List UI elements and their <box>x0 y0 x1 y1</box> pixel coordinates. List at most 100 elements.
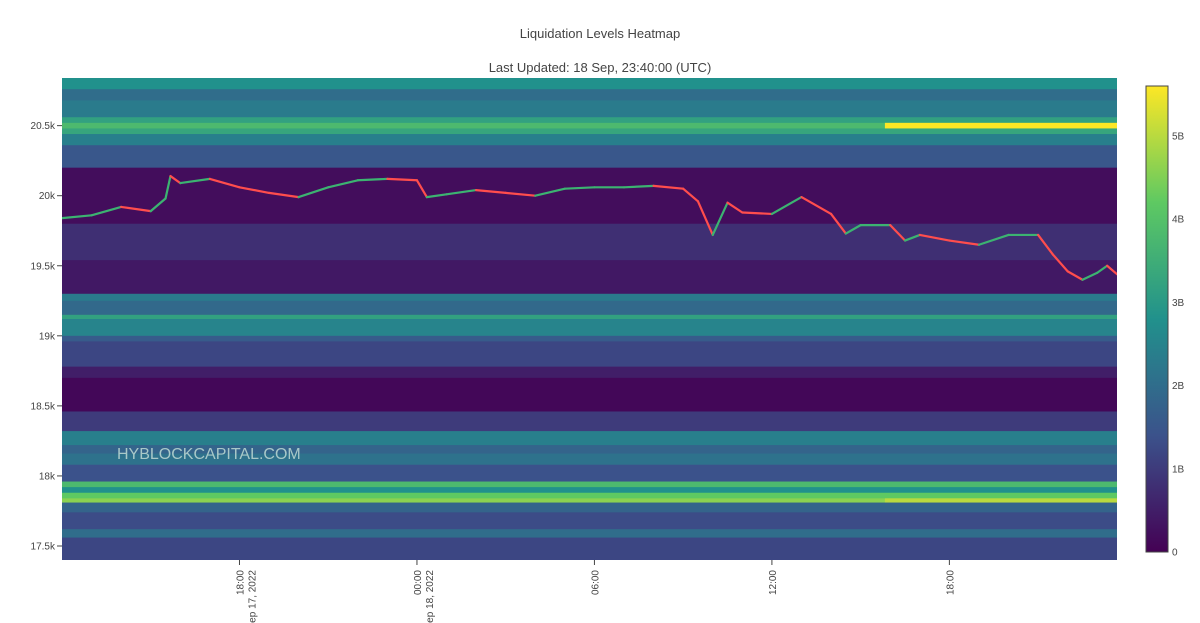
chart-subtitle: Last Updated: 18 Sep, 23:40:00 (UTC) <box>488 60 712 75</box>
heat-band <box>62 512 1117 530</box>
heat-band <box>62 167 1117 225</box>
price-segment <box>741 211 774 216</box>
price-segment <box>800 195 833 216</box>
price-segment <box>1037 233 1055 256</box>
colorbar-tick-label: 4B <box>1172 215 1185 226</box>
colorbar-tick-label: 1B <box>1172 464 1185 475</box>
x-tick-label: 18:00 <box>945 570 956 595</box>
price-segment <box>208 177 241 189</box>
colorbar-tick-label: 0 <box>1172 548 1178 559</box>
chart-title: Liquidation Levels Heatmap <box>519 26 681 41</box>
heat-band <box>62 128 1117 135</box>
colorbar-tick-label: 2B <box>1172 381 1185 392</box>
heat-band <box>62 293 1117 302</box>
heat-band <box>62 492 1117 499</box>
price-segment <box>179 177 211 185</box>
heat-band <box>62 464 1117 483</box>
heat-band <box>62 366 1117 379</box>
heat-band <box>62 260 1117 295</box>
heat-band-late <box>884 122 1117 129</box>
y-tick-label: 18.5k <box>31 401 56 412</box>
y-tick-label: 17.5k <box>31 541 56 552</box>
price-segment <box>770 195 803 216</box>
heat-band <box>62 145 1117 169</box>
price-segment <box>149 197 167 213</box>
x-tick-label: 18:00 <box>235 570 246 595</box>
heat-band <box>62 502 1117 513</box>
price-segment <box>120 205 152 213</box>
price-segment <box>829 212 847 235</box>
heat-band <box>62 529 1117 539</box>
price-segment <box>696 200 714 237</box>
heat-band <box>62 487 1117 494</box>
heat-band <box>62 100 1117 118</box>
price-segment <box>1066 270 1084 281</box>
x-tick-label: 06:00 <box>590 570 601 595</box>
colorbar-tick-label: 5B <box>1172 131 1185 142</box>
watermark: HYBLOCKCAPITAL.COM <box>117 446 301 463</box>
heat-band-late <box>884 498 1117 504</box>
heat-band <box>62 341 1117 368</box>
heat-band <box>62 537 1117 560</box>
colorbar-tick-label: 3B <box>1172 298 1185 309</box>
colorbar: 0 1B 2B 3B 4B 5B <box>1145 85 1185 559</box>
heat-band <box>62 481 1117 488</box>
y-tick-label: 20k <box>39 191 56 202</box>
price-segment <box>267 191 300 199</box>
y-tick-label: 19k <box>39 331 56 342</box>
heat-band <box>62 377 1117 412</box>
heat-band <box>62 498 1117 504</box>
heat-band <box>62 453 1117 466</box>
price-segment <box>844 224 862 235</box>
price-segment <box>726 201 744 214</box>
heatmap-bands <box>62 78 1117 560</box>
price-segment <box>682 187 700 203</box>
heat-band <box>62 300 1117 316</box>
x-tick-sublabel: Sep 18, 2022 <box>425 570 436 623</box>
heat-band <box>62 335 1117 342</box>
x-tick-label: 00:00 <box>413 570 424 595</box>
colorbar-gradient <box>1145 85 1169 553</box>
price-segment <box>534 187 566 197</box>
heat-band <box>62 223 1117 261</box>
heat-band <box>62 78 1117 90</box>
price-segment <box>948 239 981 246</box>
price-segment <box>1081 271 1099 281</box>
price-segment <box>386 177 419 182</box>
price-segment <box>652 184 685 190</box>
price-segment <box>1096 264 1109 274</box>
price-segment <box>504 191 537 197</box>
y-tick-label: 20.5k <box>31 121 56 132</box>
price-series <box>62 174 1117 281</box>
price-segment <box>445 188 478 196</box>
price-segment <box>356 177 389 182</box>
price-segment <box>238 186 271 194</box>
price-segment <box>563 186 596 190</box>
heat-band <box>62 122 1117 129</box>
x-axis: 18:00 Sep 17, 2022 00:00 Sep 18, 2022 06:00 1… <box>235 560 956 623</box>
x-tick-label: 12:00 <box>768 570 779 595</box>
price-segment <box>977 233 1010 246</box>
price-segment <box>297 186 330 199</box>
price-segment <box>62 214 93 220</box>
price-segment <box>415 179 428 199</box>
heat-band <box>62 134 1117 146</box>
heat-band <box>62 314 1117 320</box>
price-segment <box>90 205 123 217</box>
price-segment <box>918 233 951 242</box>
heat-band <box>62 431 1117 446</box>
y-tick-label: 19.5k <box>31 261 56 272</box>
price-segment <box>711 201 729 237</box>
price-segment <box>327 179 359 189</box>
price-segment <box>475 188 507 194</box>
heat-band <box>62 117 1117 124</box>
price-segment <box>622 184 655 189</box>
heat-band <box>62 319 1117 337</box>
price-segment <box>425 193 448 199</box>
price-segment <box>903 233 921 242</box>
price-segment <box>889 224 907 242</box>
y-tick-label: 18k <box>39 471 56 482</box>
heat-band <box>62 445 1117 455</box>
x-tick-sublabel: Sep 17, 2022 <box>247 570 258 623</box>
